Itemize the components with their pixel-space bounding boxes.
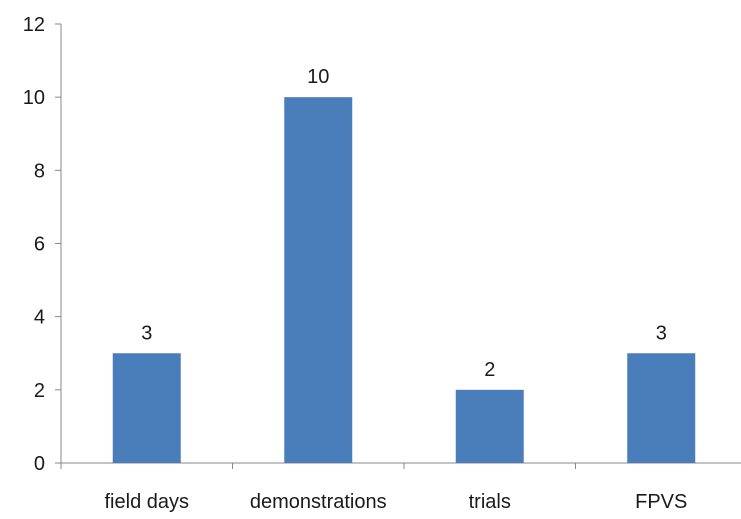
y-tick-labels: 0 2 4 6 8 10 12 bbox=[23, 14, 45, 475]
y-tick-label: 4 bbox=[34, 307, 45, 329]
data-labels: 3 10 2 3 bbox=[141, 66, 667, 381]
bar-trials bbox=[455, 389, 524, 463]
bars bbox=[112, 97, 696, 464]
data-label: 2 bbox=[484, 359, 495, 381]
y-tick-label: 6 bbox=[34, 234, 45, 256]
y-tick-label: 0 bbox=[34, 453, 45, 475]
x-tick-labels: field days demonstrations trials FPVS bbox=[105, 491, 688, 513]
y-tick-label: 10 bbox=[23, 87, 45, 109]
data-label: 3 bbox=[141, 322, 152, 344]
data-label: 10 bbox=[307, 66, 329, 88]
x-tick-label: field days bbox=[105, 491, 190, 513]
bar-field-days bbox=[112, 353, 181, 463]
x-tick-label: demonstrations bbox=[250, 491, 387, 513]
bar-demonstrations bbox=[284, 97, 353, 464]
x-tick-label: trials bbox=[469, 491, 511, 513]
y-tick-label: 2 bbox=[34, 380, 45, 402]
x-tick-label: FPVS bbox=[635, 491, 687, 513]
y-tick-label: 12 bbox=[23, 14, 45, 36]
data-label: 3 bbox=[656, 322, 667, 344]
bar-fpvs bbox=[627, 353, 696, 463]
y-tick-label: 8 bbox=[34, 160, 45, 182]
